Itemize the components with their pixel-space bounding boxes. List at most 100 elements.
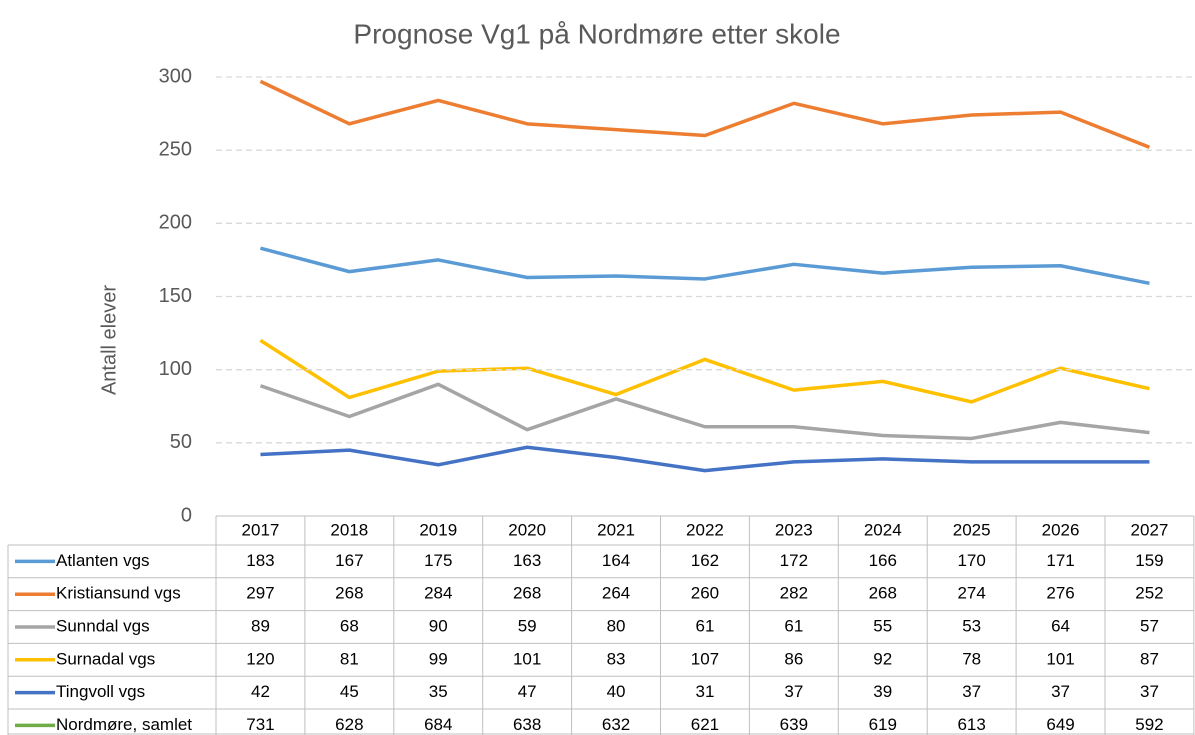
x-tick-label: 2027 (1131, 520, 1169, 539)
table-value: 170 (957, 551, 985, 570)
x-tick-label: 2025 (953, 520, 991, 539)
y-tick-label: 300 (159, 65, 192, 87)
table-value: 37 (962, 682, 981, 701)
table-value: 99 (429, 649, 448, 668)
x-tick-label: 2017 (242, 520, 280, 539)
x-tick-label: 2019 (419, 520, 457, 539)
table-value: 90 (429, 616, 448, 635)
table-value: 164 (602, 551, 630, 570)
series-line (259, 338, 1150, 404)
plot-area (259, 79, 1151, 473)
table-value: 619 (869, 715, 897, 734)
table-value: 297 (246, 584, 274, 603)
table-value: 45 (340, 682, 359, 701)
y-tick-label: 250 (159, 138, 192, 160)
table-value: 282 (780, 584, 808, 603)
table-value: 268 (513, 584, 541, 603)
legend-label: Nordmøre, samlet (56, 715, 192, 734)
table-value: 264 (602, 584, 630, 603)
table-value: 163 (513, 551, 541, 570)
table-value: 639 (780, 715, 808, 734)
table-value: 61 (784, 616, 803, 635)
legend-label: Surnadal vgs (56, 649, 155, 668)
table-value: 61 (695, 616, 714, 635)
y-tick-label: 50 (170, 431, 192, 453)
table-value: 107 (691, 649, 719, 668)
x-tick-label: 2023 (775, 520, 813, 539)
table-value: 120 (246, 649, 274, 668)
table-value: 59 (518, 616, 537, 635)
table-value: 284 (424, 584, 452, 603)
chart-title: Prognose Vg1 på Nordmøre etter skole (353, 18, 840, 49)
table-value: 37 (1140, 682, 1159, 701)
table-value: 92 (873, 649, 892, 668)
table-value: 268 (869, 584, 897, 603)
x-tick-label: 2022 (686, 520, 724, 539)
y-tick-label: 200 (159, 212, 192, 234)
table-value: 260 (691, 584, 719, 603)
table-value: 171 (1046, 551, 1074, 570)
table-value: 162 (691, 551, 719, 570)
table-value: 47 (518, 682, 537, 701)
table-value: 87 (1140, 649, 1159, 668)
x-tick-label: 2021 (597, 520, 635, 539)
table-value: 37 (784, 682, 803, 701)
table-value: 55 (873, 616, 892, 635)
table-value: 684 (424, 715, 452, 734)
table-value: 89 (251, 616, 270, 635)
table-value: 252 (1135, 584, 1163, 603)
series-line (260, 246, 1150, 286)
table-value: 175 (424, 551, 452, 570)
table-value: 613 (957, 715, 985, 734)
table-value: 628 (335, 715, 363, 734)
series-line (260, 445, 1150, 473)
table-value: 159 (1135, 551, 1163, 570)
table-value: 53 (962, 616, 981, 635)
table-value: 83 (607, 649, 626, 668)
table-value: 42 (251, 682, 270, 701)
table-value: 592 (1135, 715, 1163, 734)
table-value: 632 (602, 715, 630, 734)
table-value: 166 (869, 551, 897, 570)
y-tick-label: 100 (159, 358, 192, 380)
table-value: 39 (873, 682, 892, 701)
table-value: 64 (1051, 616, 1070, 635)
table-value: 276 (1046, 584, 1074, 603)
table-value: 268 (335, 584, 363, 603)
table-value: 183 (246, 551, 274, 570)
table-value: 167 (335, 551, 363, 570)
table-value: 57 (1140, 616, 1159, 635)
legend-label: Sunndal vgs (56, 616, 150, 635)
table-value: 81 (340, 649, 359, 668)
table-value: 621 (691, 715, 719, 734)
x-tick-label: 2026 (1042, 520, 1080, 539)
table-value: 37 (1051, 682, 1070, 701)
table-value: 78 (962, 649, 981, 668)
legend-label: Tingvoll vgs (56, 682, 145, 701)
table-value: 731 (246, 715, 274, 734)
table-value: 35 (429, 682, 448, 701)
table-value: 274 (957, 584, 985, 603)
table-value: 638 (513, 715, 541, 734)
x-tick-label: 2024 (864, 520, 902, 539)
x-tick-label: 2020 (508, 520, 546, 539)
legend-label: Kristiansund vgs (56, 584, 181, 603)
x-tick-label: 2018 (330, 520, 368, 539)
legend-label: Atlanten vgs (56, 551, 150, 570)
table-value: 649 (1046, 715, 1074, 734)
y-axis-title: Antall elever (98, 285, 120, 395)
series-line (259, 382, 1150, 441)
y-tick-label: 0 (181, 504, 192, 526)
table-value: 31 (695, 682, 714, 701)
table-value: 172 (780, 551, 808, 570)
series-line (259, 79, 1151, 149)
y-tick-label: 150 (159, 285, 192, 307)
table-value: 68 (340, 616, 359, 635)
table-value: 101 (1046, 649, 1074, 668)
table-value: 80 (607, 616, 626, 635)
table-value: 101 (513, 649, 541, 668)
table-value: 86 (784, 649, 803, 668)
table-value: 40 (607, 682, 626, 701)
